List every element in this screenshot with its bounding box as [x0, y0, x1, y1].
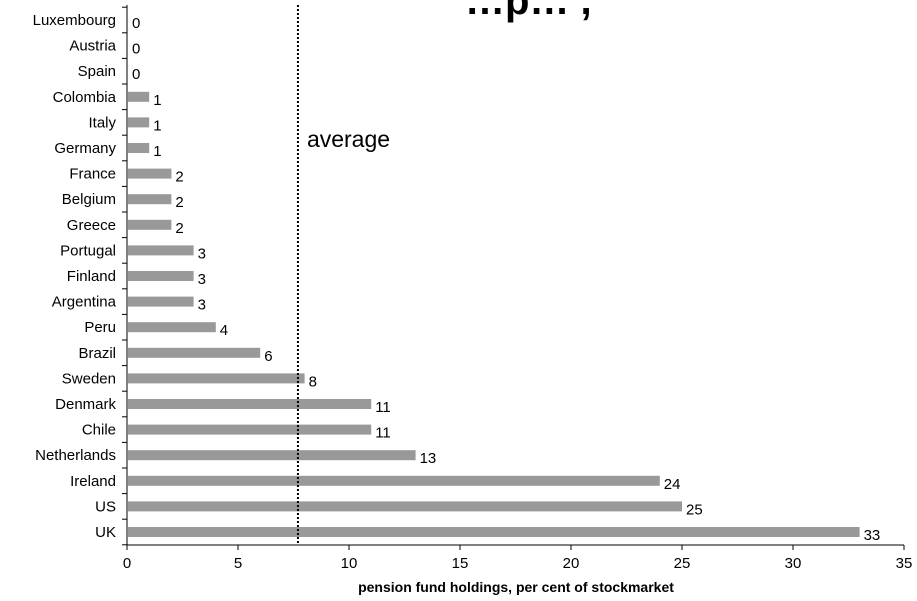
category-label-austria: Austria	[69, 38, 116, 55]
data-label-colombia: 1	[153, 92, 161, 109]
bar-france	[128, 168, 172, 179]
x-axis-title: pension fund holdings, per cent of stock…	[358, 579, 674, 595]
data-label-france: 2	[175, 169, 183, 186]
bar-denmark	[128, 399, 372, 409]
bar-series	[128, 91, 860, 537]
x-tick-label: 15	[452, 555, 469, 572]
bar-italy	[128, 117, 150, 128]
category-label-spain: Spain	[78, 63, 116, 80]
bar-portugal	[128, 245, 194, 256]
data-label-luxembourg: 0	[132, 15, 140, 32]
data-label-ireland: 24	[664, 476, 681, 493]
category-label-chile: Chile	[82, 422, 116, 439]
category-label-finland: Finland	[67, 268, 116, 285]
category-label-belgium: Belgium	[62, 191, 116, 208]
x-tick-label: 5	[234, 555, 242, 572]
category-label-sweden: Sweden	[62, 370, 116, 387]
average-label: average	[307, 126, 390, 152]
data-label-uk: 33	[864, 527, 881, 544]
bar-brazil	[128, 347, 261, 358]
data-label-finland: 3	[198, 271, 206, 288]
category-labels: Luxembourg Austria Spain Colombia Italy Germa…	[33, 12, 117, 541]
category-label-greece: Greece	[67, 217, 116, 234]
data-label-sweden: 8	[309, 373, 317, 390]
category-label-italy: Italy	[88, 114, 116, 131]
category-label-luxembourg: Luxembourg	[33, 12, 116, 29]
category-label-argentina: Argentina	[52, 294, 117, 311]
bar-uk	[128, 527, 860, 537]
category-label-us: US	[95, 498, 116, 515]
y-axis	[122, 5, 128, 546]
x-tick-label: 25	[674, 555, 691, 572]
data-label-germany: 1	[153, 143, 161, 160]
bar-peru	[128, 322, 216, 333]
bar-belgium	[128, 194, 172, 205]
category-label-portugal: Portugal	[60, 242, 116, 259]
data-label-spain: 0	[132, 66, 140, 83]
x-axis: 0 5 10 15 20 25 30 35	[123, 544, 913, 572]
chart-title-fragment: …p… ,	[465, 0, 592, 23]
bar-ireland	[128, 475, 660, 486]
average-line: average	[296, 5, 390, 545]
category-label-brazil: Brazil	[78, 345, 116, 362]
category-label-peru: Peru	[84, 319, 116, 336]
bar-germany	[128, 143, 150, 153]
category-label-denmark: Denmark	[55, 396, 116, 413]
x-tick-label: 30	[785, 555, 802, 572]
bar-chile	[128, 424, 372, 435]
data-label-netherlands: 13	[420, 450, 437, 467]
x-tick-label: 10	[341, 555, 358, 572]
category-label-ireland: Ireland	[70, 473, 116, 490]
data-label-greece: 2	[175, 220, 183, 237]
data-label-denmark: 11	[375, 399, 391, 416]
category-label-france: France	[69, 166, 116, 183]
category-label-uk: UK	[95, 524, 116, 541]
data-label-peru: 4	[220, 322, 228, 339]
data-label-argentina: 3	[198, 297, 206, 314]
bar-finland	[128, 271, 194, 281]
data-label-belgium: 2	[175, 194, 183, 211]
data-label-portugal: 3	[198, 245, 206, 262]
category-label-germany: Germany	[54, 140, 116, 157]
data-label-italy: 1	[153, 117, 161, 134]
x-tick-label: 35	[896, 555, 913, 572]
data-label-us: 25	[686, 501, 703, 518]
bar-sweden	[128, 373, 305, 384]
bar-us	[128, 501, 682, 512]
data-label-austria: 0	[132, 41, 140, 58]
bar-argentina	[128, 296, 194, 307]
x-tick-label: 0	[123, 555, 131, 572]
x-tick-label: 20	[563, 555, 580, 572]
category-label-colombia: Colombia	[53, 89, 117, 106]
data-label-chile: 11	[375, 425, 391, 442]
bar-greece	[128, 219, 172, 230]
data-label-brazil: 6	[264, 348, 272, 365]
bar-colombia	[128, 91, 150, 102]
category-label-netherlands: Netherlands	[35, 447, 116, 464]
bar-netherlands	[128, 450, 416, 461]
